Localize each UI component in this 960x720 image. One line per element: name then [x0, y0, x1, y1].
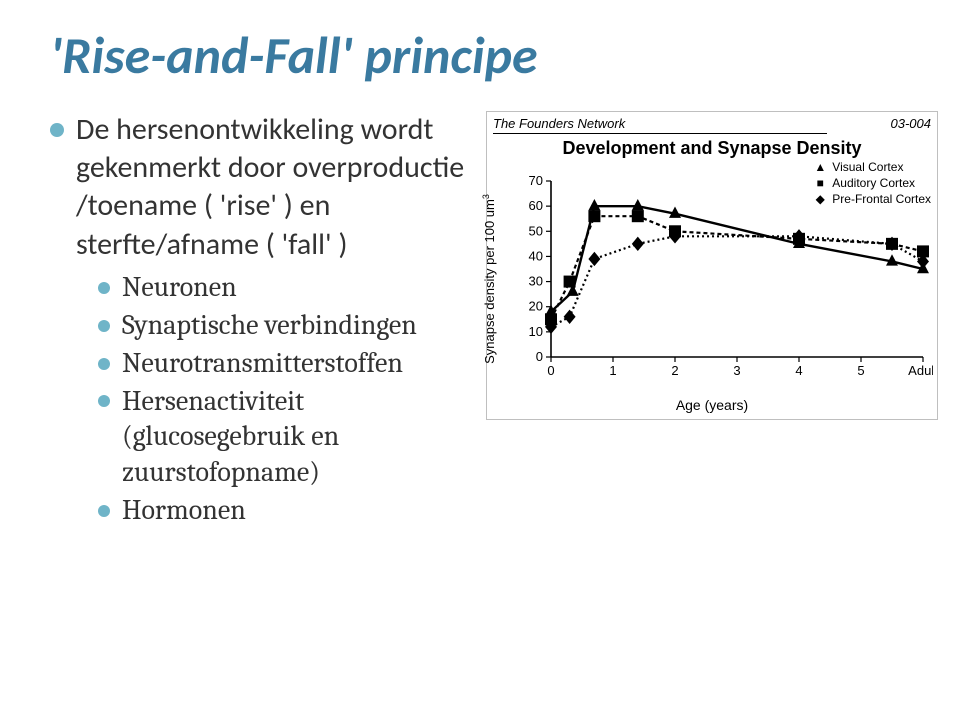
svg-text:4: 4 [795, 363, 802, 378]
svg-text:50: 50 [529, 223, 543, 238]
intro-bullet: De hersenontwikkeling wordt gekenmerkt d… [50, 111, 468, 529]
svg-text:10: 10 [529, 323, 543, 338]
legend-marker-icon: ▲ [813, 159, 827, 175]
legend-marker-icon: ◆ [813, 191, 827, 207]
plot-area: Synapse density per 100 um3 ▲Visual Cort… [493, 159, 933, 399]
y-axis-label: Synapse density per 100 um3 [481, 194, 497, 364]
svg-text:0: 0 [536, 349, 543, 364]
svg-text:30: 30 [529, 273, 543, 288]
legend-label: Visual Cortex [832, 159, 903, 175]
sub-list: NeuronenSynaptische verbindingenNeurotra… [76, 270, 468, 529]
slide-title: 'Rise-and-Fall' principe [50, 28, 920, 83]
legend-label: Pre-Frontal Cortex [832, 191, 931, 207]
svg-text:2: 2 [671, 363, 678, 378]
svg-text:70: 70 [529, 173, 543, 188]
legend-row: ▲ Visual Cortex [813, 159, 931, 175]
svg-text:60: 60 [529, 198, 543, 213]
svg-text:5: 5 [857, 363, 864, 378]
sub-item: Synaptische verbindingen [98, 308, 468, 344]
chart-card: The Founders Network 03-004 Development … [486, 111, 938, 420]
svg-text:1: 1 [609, 363, 616, 378]
sub-item: Neuronen [98, 270, 468, 306]
chart-legend: ▲ Visual Cortex ■ Auditory Cortex ◆ Pre-Front… [813, 159, 931, 208]
svg-text:0: 0 [547, 363, 554, 378]
svg-text:40: 40 [529, 248, 543, 263]
sub-item: Hersenactiviteit (glucosegebruik en zuur… [98, 384, 468, 491]
legend-row: ◆ Pre-Frontal Cortex [813, 191, 931, 207]
sub-item: Neurotransmitterstoffen [98, 346, 468, 382]
legend-label: Auditory Cortex [832, 175, 915, 191]
chart-code: 03-004 [891, 116, 931, 131]
chart-top-rule [493, 133, 827, 134]
chart-column: The Founders Network 03-004 Development … [486, 111, 946, 420]
legend-row: ■ Auditory Cortex [813, 175, 931, 191]
chart-source: The Founders Network [493, 116, 625, 131]
sub-item: Hormonen [98, 493, 468, 529]
svg-text:20: 20 [529, 298, 543, 313]
intro-text: De hersenontwikkeling wordt gekenmerkt d… [76, 111, 464, 263]
svg-text:Adult: Adult [908, 363, 933, 378]
text-column: De hersenontwikkeling wordt gekenmerkt d… [50, 111, 468, 535]
svg-text:3: 3 [733, 363, 740, 378]
legend-marker-icon: ■ [813, 175, 827, 191]
chart-title: Development and Synapse Density [493, 138, 931, 159]
